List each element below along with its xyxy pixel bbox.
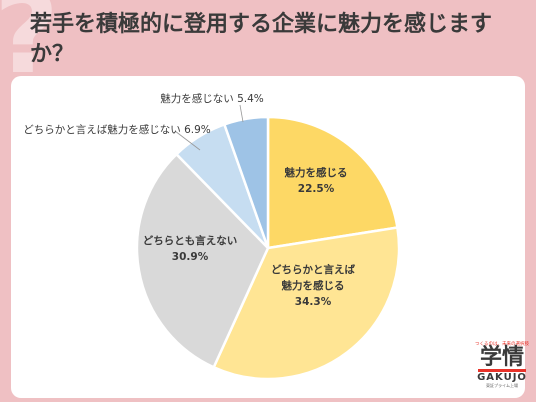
pie-slice <box>266 115 399 250</box>
logo-sub-text: GAKUJO <box>477 372 527 383</box>
slice-label: どちらとも言えない 30.9% <box>143 234 238 263</box>
slice-label: どちらかと言えば魅力を感じない 6.9% <box>23 123 211 136</box>
leader-line <box>239 104 244 123</box>
logo-red-bar <box>478 369 526 372</box>
pie-slice <box>222 115 270 249</box>
leader-line <box>174 130 201 151</box>
logo-small-text: 東証プライム上場 <box>486 383 518 388</box>
pie-slice <box>212 226 401 381</box>
question-mark-decoration: ? <box>0 0 59 99</box>
logo-main-text: 学情 <box>479 345 524 370</box>
chart-title: 若手を積極的に登用する企業に魅力を感じますか？ <box>30 12 493 67</box>
slice-label: どちらかと言えば魅力を感じる 34.3% <box>271 263 355 308</box>
pie-slice <box>135 152 270 369</box>
gakujo-logo: つくるのは、未来の選択肢 学情 GAKUJO 東証プライム上場 <box>472 341 532 389</box>
logo-tagline: つくるのは、未来の選択肢 <box>475 342 529 347</box>
slice-label: 魅力を感じる 22.5% <box>285 166 348 195</box>
slice-label: 魅力を感じない 5.4% <box>160 92 264 105</box>
